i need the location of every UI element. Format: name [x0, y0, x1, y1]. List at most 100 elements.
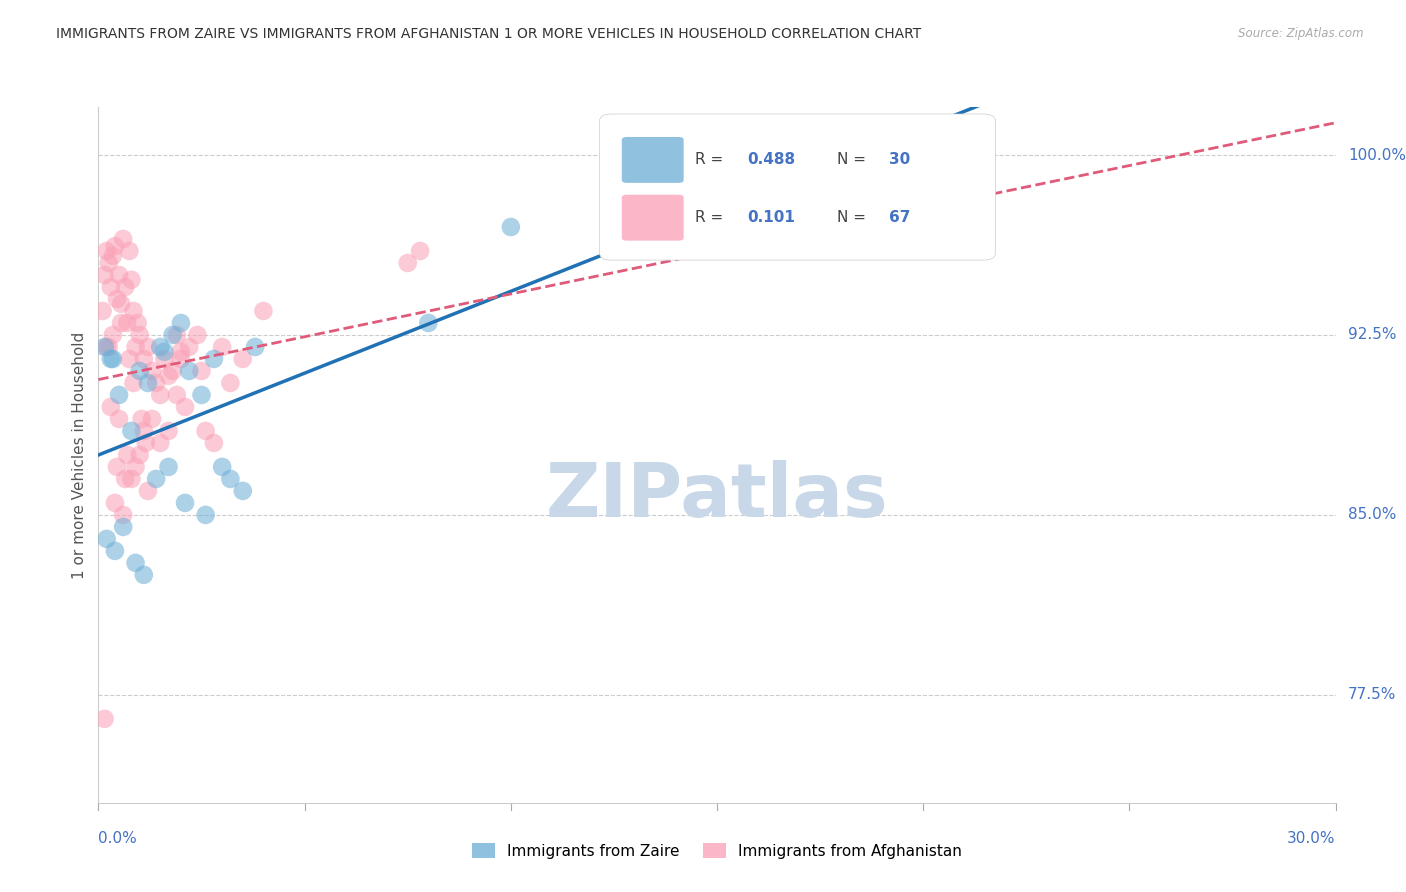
Point: [93, 712, 115, 726]
Point: [110, 316, 132, 330]
Point: [122, 376, 145, 390]
Point: [136, 340, 159, 354]
Point: [141, 412, 163, 426]
Point: [96, 244, 118, 258]
Point: [127, 316, 149, 330]
Text: 100.0%: 100.0%: [1348, 147, 1406, 162]
Text: R =: R =: [695, 153, 728, 168]
Point: [114, 280, 136, 294]
Point: [112, 520, 135, 534]
Point: [104, 239, 127, 253]
Point: [202, 351, 225, 366]
Point: [124, 556, 146, 570]
Point: [174, 496, 197, 510]
Point: [157, 424, 180, 438]
Point: [219, 472, 242, 486]
Point: [141, 364, 163, 378]
Point: [194, 508, 217, 522]
Point: [162, 364, 184, 378]
Point: [110, 297, 132, 311]
Point: [149, 388, 172, 402]
Text: 92.5%: 92.5%: [1348, 327, 1396, 343]
Point: [120, 273, 142, 287]
Point: [179, 364, 201, 378]
Text: ZIPatlas: ZIPatlas: [546, 460, 889, 533]
Point: [93, 268, 115, 282]
Point: [124, 459, 146, 474]
Point: [149, 340, 172, 354]
Point: [122, 304, 145, 318]
Point: [101, 249, 124, 263]
Text: 30.0%: 30.0%: [1288, 830, 1336, 846]
Point: [153, 344, 176, 359]
Point: [112, 508, 135, 522]
Point: [128, 364, 150, 378]
Text: IMMIGRANTS FROM ZAIRE VS IMMIGRANTS FROM AFGHANISTAN 1 OR MORE VEHICLES IN HOUSE: IMMIGRANTS FROM ZAIRE VS IMMIGRANTS FROM…: [56, 27, 921, 41]
Point: [96, 532, 118, 546]
Point: [153, 351, 176, 366]
Point: [170, 344, 193, 359]
Point: [145, 472, 167, 486]
Point: [120, 472, 142, 486]
Point: [499, 219, 522, 234]
Point: [166, 388, 188, 402]
Text: 0.0%: 0.0%: [98, 830, 138, 846]
Point: [91, 304, 114, 318]
Point: [409, 244, 432, 258]
Point: [105, 292, 128, 306]
Text: N =: N =: [837, 211, 870, 225]
Point: [93, 340, 115, 354]
Text: N =: N =: [837, 153, 870, 168]
FancyBboxPatch shape: [621, 137, 683, 183]
Text: 0.101: 0.101: [747, 211, 794, 225]
Point: [211, 340, 233, 354]
Point: [252, 304, 274, 318]
Point: [211, 459, 233, 474]
Text: 67: 67: [889, 211, 911, 225]
Point: [117, 448, 139, 462]
Point: [101, 351, 124, 366]
Point: [149, 436, 172, 450]
Point: [166, 328, 188, 343]
Text: 30: 30: [889, 153, 910, 168]
Legend: Immigrants from Zaire, Immigrants from Afghanistan: Immigrants from Zaire, Immigrants from A…: [467, 837, 967, 864]
Point: [157, 368, 180, 383]
FancyBboxPatch shape: [599, 114, 995, 260]
Point: [186, 328, 208, 343]
Point: [120, 424, 142, 438]
Point: [132, 567, 155, 582]
Point: [104, 544, 127, 558]
Point: [194, 424, 217, 438]
Point: [179, 340, 201, 354]
Text: 0.488: 0.488: [747, 153, 794, 168]
Point: [132, 424, 155, 438]
Point: [108, 388, 131, 402]
Point: [162, 328, 184, 343]
Point: [243, 340, 266, 354]
Point: [101, 328, 124, 343]
Point: [232, 351, 254, 366]
Point: [128, 448, 150, 462]
Point: [124, 340, 146, 354]
Point: [135, 436, 157, 450]
Point: [202, 436, 225, 450]
Point: [131, 412, 153, 426]
Point: [104, 496, 127, 510]
Point: [117, 316, 139, 330]
Point: [100, 351, 122, 366]
Y-axis label: 1 or more Vehicles in Household: 1 or more Vehicles in Household: [72, 331, 87, 579]
Point: [112, 232, 135, 246]
Text: R =: R =: [695, 211, 728, 225]
Point: [418, 316, 440, 330]
Point: [105, 459, 128, 474]
Point: [108, 412, 131, 426]
Point: [190, 388, 212, 402]
Point: [145, 376, 167, 390]
Point: [132, 351, 155, 366]
Point: [219, 376, 242, 390]
Point: [232, 483, 254, 498]
Text: 77.5%: 77.5%: [1348, 688, 1396, 702]
Text: Source: ZipAtlas.com: Source: ZipAtlas.com: [1239, 27, 1364, 40]
Point: [128, 328, 150, 343]
Point: [100, 400, 122, 414]
